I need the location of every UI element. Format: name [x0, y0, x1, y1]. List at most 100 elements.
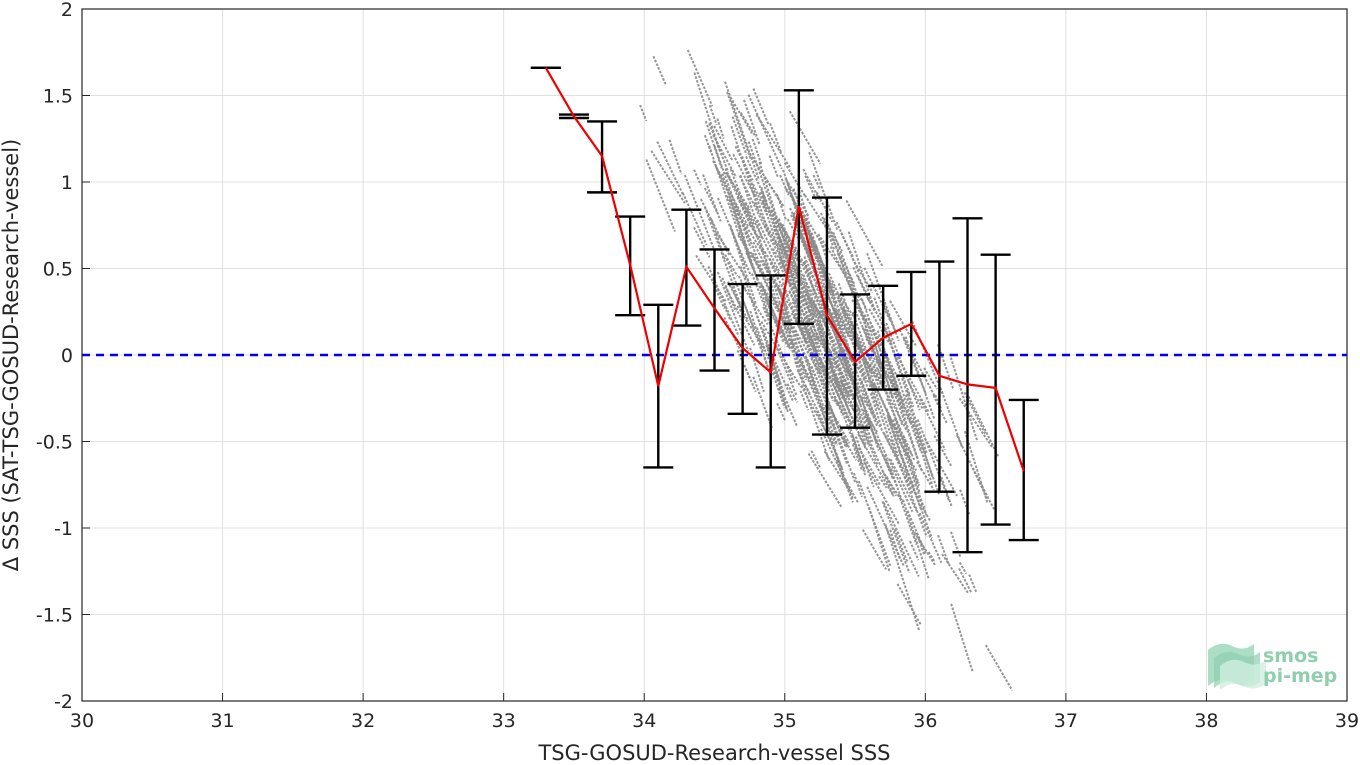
scatter-point — [724, 254, 739, 277]
scatter-point — [866, 297, 877, 313]
scatter-point — [845, 200, 884, 268]
y-tick-label: -1 — [54, 518, 73, 540]
scatter-point — [861, 529, 887, 570]
scatter-point — [780, 224, 799, 262]
scatter-point — [820, 212, 836, 251]
scatter-point — [904, 394, 934, 478]
scatter-point — [752, 376, 774, 430]
scatter-point — [885, 322, 921, 411]
scatter-point — [812, 301, 831, 332]
scatter-point — [804, 175, 818, 201]
scatter-point — [716, 271, 750, 352]
scatter-point — [902, 338, 927, 395]
scatter-point — [852, 266, 871, 302]
scatter-point — [650, 150, 686, 204]
scatter-point — [712, 160, 750, 228]
scatter-point — [652, 55, 667, 86]
y-tick-label: -0.5 — [36, 432, 73, 454]
scatter-point — [873, 297, 911, 396]
logo-text-pimep: pi-mep — [1263, 665, 1337, 687]
scatter-point — [837, 401, 863, 465]
scatter-point — [858, 377, 878, 421]
scatter-point — [868, 363, 881, 389]
scatter-point — [918, 512, 943, 564]
scatter-point — [825, 324, 861, 394]
scatter-point — [893, 418, 920, 484]
scatter-point — [834, 300, 868, 378]
scatter-point — [852, 394, 874, 443]
scatter-point — [886, 414, 895, 429]
scatter-point — [896, 356, 930, 414]
scatter-point — [803, 260, 833, 343]
scatter-point — [760, 283, 792, 351]
scatter-point — [862, 425, 895, 497]
scatter-point — [847, 231, 876, 312]
scatter-point — [829, 246, 868, 322]
scatter-point — [881, 470, 904, 503]
scatter-point — [794, 312, 808, 344]
scatter-point — [881, 501, 911, 574]
x-tick-label: 34 — [632, 710, 656, 732]
scatter-point — [869, 374, 893, 421]
scatter-point — [826, 362, 848, 399]
scatter-point — [866, 486, 905, 567]
scatter-point — [940, 476, 953, 508]
scatter-point — [802, 318, 829, 393]
scatter-point — [855, 409, 879, 465]
scatter-point — [885, 476, 898, 497]
scatter-point — [822, 299, 853, 362]
scatter-point — [887, 418, 909, 476]
scatter-point — [734, 145, 754, 181]
scatter-point — [898, 450, 916, 489]
scatter-point — [939, 387, 963, 448]
scatter-point — [857, 447, 882, 486]
scatter-point — [886, 398, 907, 441]
scatter-point — [885, 461, 894, 477]
scatter-point — [853, 367, 879, 428]
scatter-point — [866, 252, 900, 342]
scatter-point — [723, 305, 732, 322]
scatter-point — [786, 365, 802, 388]
scatter-point — [889, 458, 918, 512]
scatter-point — [822, 268, 836, 289]
scatter-point — [703, 187, 719, 215]
scatter-point — [837, 309, 851, 338]
scatter-point — [781, 282, 790, 299]
scatter-point — [851, 444, 863, 471]
scatter-point — [736, 196, 752, 226]
scatter-point — [937, 534, 950, 566]
scatter-point — [909, 540, 920, 561]
scatter-point — [958, 561, 968, 575]
scatter-point — [804, 385, 826, 426]
scatter-point — [693, 169, 702, 186]
scatter-point — [828, 308, 854, 379]
scatter-point — [752, 252, 780, 311]
wave-logo-icon — [1208, 643, 1266, 690]
scatter-point — [762, 328, 786, 396]
scatter-point — [703, 206, 742, 305]
scatter-point — [639, 104, 648, 122]
scatter-point — [788, 110, 822, 165]
scatter-point — [927, 551, 936, 563]
scatter-point — [802, 267, 832, 325]
scatter-point — [716, 118, 725, 140]
scatter-point — [872, 357, 883, 370]
scatter-point — [846, 275, 883, 372]
scatter-point — [893, 355, 929, 455]
scatter-point — [829, 350, 838, 371]
scatter-point — [759, 244, 785, 281]
scatter-point — [726, 195, 765, 254]
scatter-point — [762, 306, 795, 384]
scatter-point — [825, 404, 857, 483]
scatter-point — [807, 452, 843, 508]
scatter-point — [912, 472, 921, 487]
scatter-point — [850, 420, 861, 436]
scatter-point — [724, 171, 752, 211]
scatter-point — [837, 293, 856, 319]
scatter-point — [889, 438, 928, 538]
scatter-point — [656, 141, 685, 197]
scatter-point — [747, 94, 783, 170]
scatter-point — [863, 314, 894, 399]
scatter-point — [736, 195, 758, 238]
scatter-point — [868, 308, 891, 345]
